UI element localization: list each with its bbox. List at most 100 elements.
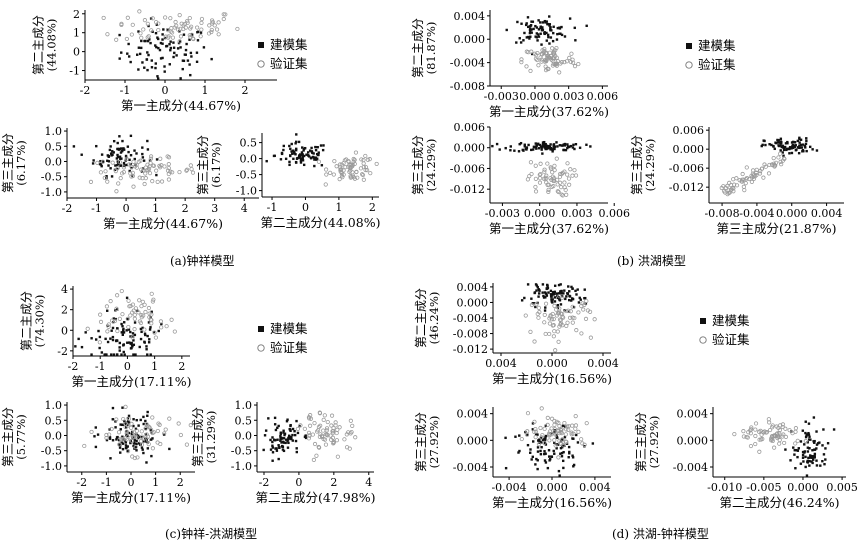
data-point-validation-a1 xyxy=(141,27,146,32)
data-point-model-d2 xyxy=(544,436,547,439)
data-point-model-a2 xyxy=(109,145,112,148)
data-point-validation-d2 xyxy=(561,443,566,448)
data-point-model-b3 xyxy=(781,151,784,154)
y-tick-label: 0.000 xyxy=(677,434,709,447)
data-point-model-c1 xyxy=(90,337,93,340)
data-point-validation-d1 xyxy=(581,307,586,312)
data-point-model-c2 xyxy=(123,419,126,423)
data-point-validation-b2 xyxy=(550,174,555,179)
data-point-model-d2 xyxy=(576,441,580,444)
legend-marker-validation xyxy=(699,336,707,344)
data-point-model-d1 xyxy=(567,298,571,302)
data-point-model-d2 xyxy=(539,453,543,456)
legend-label-model: 建模集 xyxy=(698,38,736,53)
data-point-validation-c3 xyxy=(348,418,353,423)
data-point-model-b1 xyxy=(525,22,528,25)
data-point-validation-c1 xyxy=(98,319,104,325)
data-point-model-b2 xyxy=(578,146,582,149)
data-point-validation-a1 xyxy=(163,34,168,39)
data-point-model-c2 xyxy=(132,424,135,428)
data-point-validation-c3 xyxy=(324,428,329,433)
data-point-model-d3 xyxy=(806,441,809,444)
data-point-validation-c1 xyxy=(164,324,169,329)
data-point-model-b3 xyxy=(778,141,781,144)
y-tick-label: 0.000 xyxy=(454,33,486,46)
data-point-model-c1 xyxy=(129,347,133,350)
data-point-model-c2 xyxy=(126,423,129,427)
data-point-model-b3 xyxy=(795,148,798,151)
data-point-validation-c1 xyxy=(159,325,164,330)
data-point-model-b3 xyxy=(799,138,803,141)
data-point-validation-a3 xyxy=(343,165,348,170)
y-tick-label: 0.000 xyxy=(454,142,486,155)
data-point-validation-a2 xyxy=(166,177,171,182)
data-point-validation-a1 xyxy=(163,15,168,20)
data-point-validation-a1 xyxy=(207,23,212,28)
data-point-model-b1 xyxy=(543,31,546,34)
data-point-model-b3 xyxy=(788,146,792,149)
data-point-validation-a3 xyxy=(348,174,353,179)
data-point-model-b3 xyxy=(776,141,780,144)
data-point-model-b2 xyxy=(534,145,537,148)
data-point-model-c2 xyxy=(146,447,150,450)
data-point-model-b3 xyxy=(797,151,801,155)
data-point-model-b1 xyxy=(556,32,559,36)
data-point-model-d2 xyxy=(561,459,565,463)
data-point-model-a3 xyxy=(301,146,304,149)
data-point-validation-a2 xyxy=(117,160,122,165)
x-tick-label: -2 xyxy=(76,476,87,489)
data-point-model-c1 xyxy=(128,341,131,344)
data-point-model-c2 xyxy=(125,430,128,433)
data-point-validation-b3 xyxy=(723,185,728,190)
data-point-validation-a3 xyxy=(348,162,353,168)
data-point-model-b1 xyxy=(537,19,540,22)
data-point-validation-d2 xyxy=(532,429,537,435)
data-point-model-d2 xyxy=(563,435,567,439)
y-axis-label: 第三主成分 xyxy=(634,412,648,472)
y-tick-label: 0.004 xyxy=(454,10,486,23)
data-point-validation-a1 xyxy=(156,21,161,26)
data-point-validation-c1 xyxy=(120,312,125,317)
data-point-validation-c1 xyxy=(106,324,111,329)
data-point-validation-a1 xyxy=(130,22,135,27)
data-point-validation-d2 xyxy=(563,432,568,437)
data-point-model-c1 xyxy=(133,333,137,337)
data-point-model-d1 xyxy=(542,294,545,298)
y-tick-label: 1.0 xyxy=(235,399,253,412)
y-tick-label: 0.5 xyxy=(45,140,63,153)
data-point-validation-c2 xyxy=(162,431,167,436)
data-point-model-b2 xyxy=(567,145,571,149)
data-point-validation-d2 xyxy=(557,438,562,444)
y-tick-label: -0.004 xyxy=(673,461,708,474)
y-tick-label: -0.004 xyxy=(453,312,488,325)
data-point-model-b1 xyxy=(530,31,533,34)
data-point-model-b2 xyxy=(563,142,567,146)
data-point-model-b1 xyxy=(559,32,562,35)
data-point-validation-b2 xyxy=(573,173,579,178)
data-point-model-b1 xyxy=(548,24,551,27)
data-point-model-c2 xyxy=(133,442,136,445)
data-point-model-a3 xyxy=(310,150,314,153)
data-point-model-d2 xyxy=(567,456,570,459)
x-tick-label: 0.005 xyxy=(826,481,858,494)
data-point-model-c1 xyxy=(123,353,126,356)
data-point-validation-c3 xyxy=(310,432,315,437)
x-tick-label: 3 xyxy=(211,202,218,215)
data-point-validation-d1 xyxy=(558,318,563,323)
data-point-model-c1 xyxy=(131,332,135,335)
data-point-model-a1 xyxy=(126,52,129,55)
data-point-model-c1 xyxy=(112,353,116,356)
data-point-model-d1 xyxy=(543,291,547,294)
data-point-model-b1 xyxy=(574,39,577,42)
data-point-validation-d2 xyxy=(559,428,564,433)
data-point-model-a1 xyxy=(127,55,131,58)
data-point-model-b2 xyxy=(522,149,525,152)
x-tick-label: 2 xyxy=(182,202,189,215)
data-point-model-c2 xyxy=(125,426,128,429)
data-point-validation-c3 xyxy=(344,432,349,437)
data-point-model-b2 xyxy=(519,141,523,145)
data-point-validation-d1 xyxy=(543,301,549,306)
data-point-model-a3 xyxy=(299,159,303,162)
data-point-model-b1 xyxy=(505,28,508,32)
data-point-model-c2 xyxy=(109,457,112,460)
